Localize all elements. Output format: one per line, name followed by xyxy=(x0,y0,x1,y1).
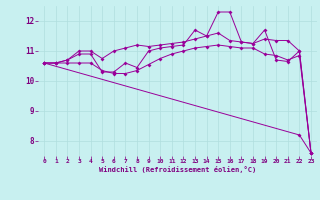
X-axis label: Windchill (Refroidissement éolien,°C): Windchill (Refroidissement éolien,°C) xyxy=(99,166,256,173)
